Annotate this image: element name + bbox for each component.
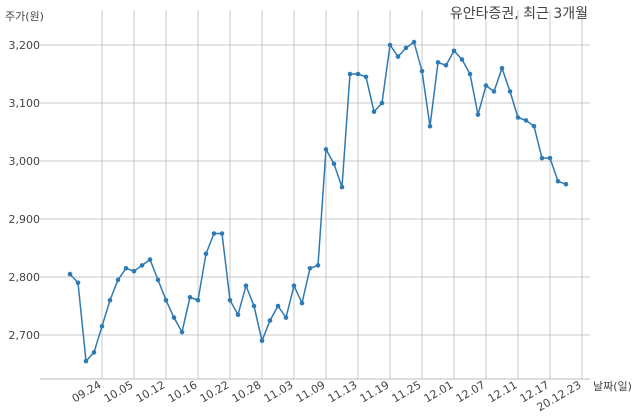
data-point [99, 324, 105, 329]
data-point [115, 277, 121, 283]
data-point [235, 312, 241, 318]
y-tick-label: 2,700 [9, 329, 41, 342]
x-tick-label: 11.03 [262, 378, 296, 405]
x-tick-label: 10.12 [134, 378, 168, 405]
data-point [267, 318, 273, 323]
data-point [299, 300, 305, 306]
data-point [563, 181, 569, 187]
data-point [243, 283, 249, 289]
data-point [347, 71, 353, 77]
data-point [451, 48, 457, 54]
y-axis-ticks: 2,700 2,800 2,900 3,000 3,100 3,200 [9, 39, 41, 342]
x-tick-label: 11.25 [390, 378, 424, 405]
x-tick-label: 10.22 [198, 378, 232, 405]
data-point [395, 54, 401, 59]
data-point [363, 74, 369, 80]
y-tick-label: 3,000 [9, 155, 41, 168]
data-point [427, 123, 433, 129]
data-point [523, 118, 529, 123]
x-tick-label: 12.01 [422, 378, 456, 405]
x-tick-label: 11.09 [294, 378, 328, 405]
y-tick-label: 2,900 [9, 213, 41, 226]
data-point [539, 155, 545, 161]
data-point [323, 147, 329, 152]
data-point [67, 271, 73, 277]
grid-lines [40, 10, 590, 379]
y-tick-label: 3,200 [9, 39, 41, 52]
data-point [107, 297, 113, 303]
data-point [507, 89, 513, 94]
data-point [227, 297, 233, 303]
data-point [387, 42, 393, 48]
data-point [555, 179, 561, 184]
y-axis-label: 주가(원) [5, 10, 44, 23]
data-point [339, 184, 345, 190]
x-tick-label: 10.16 [166, 378, 200, 405]
data-point [179, 329, 185, 335]
data-point [331, 161, 337, 167]
x-tick-label: 10.05 [102, 378, 136, 405]
data-point [515, 115, 521, 120]
data-point [219, 231, 225, 236]
data-point [475, 112, 481, 117]
data-point [83, 358, 89, 364]
data-point [547, 155, 553, 161]
data-point [163, 297, 169, 303]
data-point [75, 280, 81, 286]
x-axis-ticks: 09.2410.0510.1210.1610.2210.2811.0311.09… [70, 378, 584, 414]
data-point [147, 257, 153, 262]
x-tick-label: 12.11 [486, 378, 520, 405]
data-points [67, 39, 569, 364]
x-axis-label: 날짜(일) [593, 379, 632, 393]
data-point [355, 71, 361, 77]
data-point [283, 315, 289, 320]
data-point [139, 263, 145, 268]
data-point [459, 57, 465, 62]
data-point [195, 297, 201, 303]
data-point [435, 60, 441, 65]
data-point [499, 65, 505, 71]
data-point [467, 71, 473, 77]
data-point [203, 251, 209, 257]
data-point [259, 338, 265, 344]
data-point [443, 63, 449, 68]
data-point [211, 231, 217, 236]
x-tick-label: 11.19 [358, 378, 392, 405]
series-line [69, 40, 567, 363]
chart-title: 유안타증권, 최근 3개월 [450, 6, 588, 22]
y-tick-label: 2,800 [9, 271, 41, 284]
data-point [403, 45, 409, 51]
data-point [131, 268, 137, 274]
data-point [491, 89, 497, 94]
data-point [379, 100, 385, 106]
data-point [187, 295, 193, 300]
x-tick-label: 09.24 [70, 378, 104, 405]
data-point [371, 109, 377, 114]
x-tick-label: 10.28 [230, 378, 264, 405]
data-point [307, 266, 313, 271]
data-point [291, 283, 297, 289]
data-point [531, 123, 537, 129]
x-tick-label: 11.13 [326, 378, 360, 405]
data-point [483, 83, 489, 88]
data-point [91, 350, 97, 355]
y-tick-label: 3,100 [9, 97, 41, 110]
data-point [155, 277, 161, 283]
data-point [123, 266, 129, 271]
data-point [171, 315, 177, 320]
data-point [411, 39, 417, 45]
data-point [315, 263, 321, 268]
data-point [419, 68, 425, 74]
data-point [251, 303, 257, 309]
x-tick-label: 12.07 [454, 378, 488, 405]
data-point [275, 303, 281, 309]
